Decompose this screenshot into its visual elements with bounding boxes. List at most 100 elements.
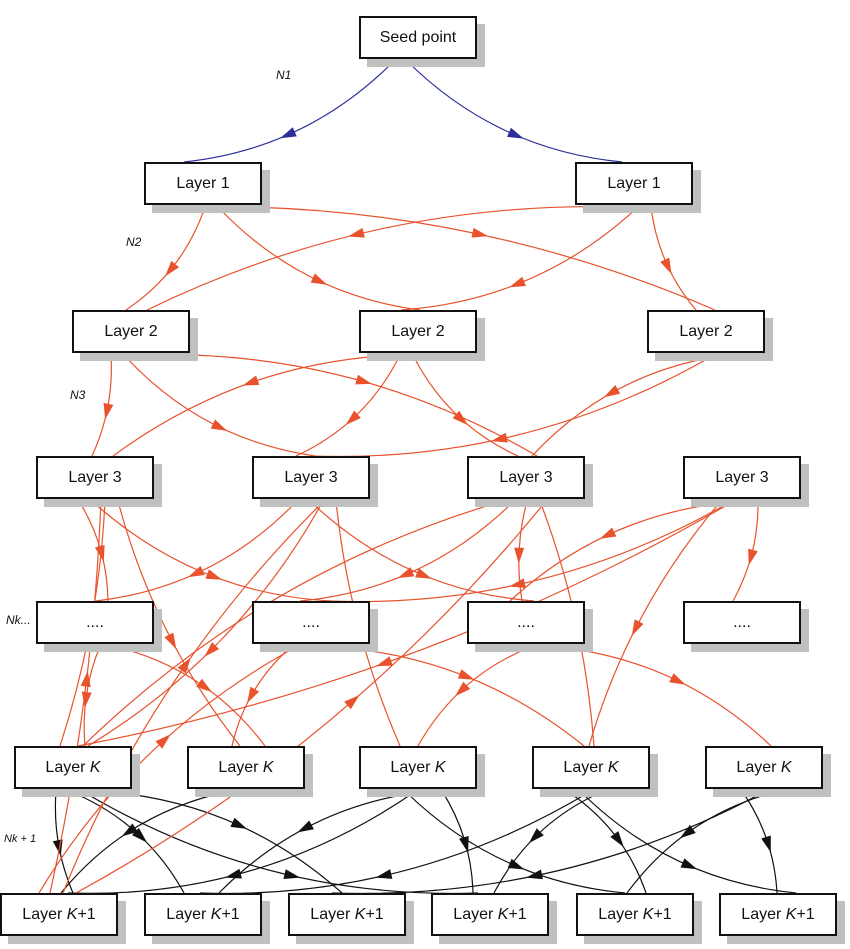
arrowhead-icon (397, 567, 415, 579)
edge-seed-l1a (183, 60, 395, 163)
edge-l3c-db (299, 500, 515, 602)
node-kd: Layer K (532, 746, 650, 789)
node-label: Layer (22, 905, 67, 923)
edge-l2c-l3c (531, 354, 728, 457)
node-kb: Layer K (187, 746, 305, 789)
arrowhead-icon (280, 127, 297, 139)
node-label: Layer 2 (104, 322, 158, 340)
arrowhead-icon (247, 686, 260, 704)
node-label: Layer (310, 905, 355, 923)
edge-l3d-ka (77, 500, 735, 747)
arrowhead-icon (599, 527, 617, 539)
edge-l3a-kb (117, 500, 241, 747)
edge-l1b-l2a (146, 205, 626, 311)
node-label-italic: K (66, 905, 78, 923)
arrowhead-icon (355, 374, 372, 385)
node-k1a: Layer K +1 (0, 893, 118, 936)
arrowhead-icon (310, 273, 328, 285)
node-label-italic: K (785, 905, 797, 923)
edge-l2a-l3b (123, 354, 316, 457)
node-l3a: Layer 3 (36, 456, 154, 499)
edge-l2c-l3b (309, 354, 715, 458)
edge-dc-ke (545, 645, 772, 747)
node-label: .... (733, 613, 751, 631)
edge-k1a-l3b (62, 500, 325, 894)
arrowhead-icon (471, 227, 489, 238)
edge-ka-k1b (68, 790, 185, 894)
node-label: Layer 1 (176, 174, 230, 192)
edge-k1a-db (38, 645, 299, 894)
node-label: Layer 1 (607, 174, 661, 192)
arrowhead-icon (297, 820, 314, 833)
arrowhead-icon (457, 669, 475, 680)
label-n3: N3 (70, 388, 86, 402)
arrowhead-icon (375, 869, 393, 879)
label-n1: N1 (276, 68, 292, 82)
node-label: .... (517, 613, 535, 631)
node-label-suffix: +1 (508, 905, 527, 923)
label-nk1: Nk + 1 (4, 833, 37, 845)
node-dc: .... (467, 601, 585, 644)
edge-l3c-ka (82, 500, 504, 747)
arrowhead-icon (348, 227, 365, 238)
arrowhead-icon (680, 858, 698, 870)
edge-ke-k1f (741, 790, 778, 894)
node-label: Layer (598, 905, 643, 923)
edge-l1a-l2c (180, 205, 716, 311)
node-label: Layer (741, 905, 786, 923)
arrowhead-icon (81, 691, 92, 709)
node-ka: Layer K (14, 746, 132, 789)
arrowhead-icon (94, 545, 105, 562)
edge-db-kd (304, 645, 585, 747)
arrowhead-icon (509, 578, 526, 589)
edge-kd-k1b (199, 790, 592, 895)
node-l1b: Layer 1 (575, 162, 693, 205)
node-k1d: Layer K +1 (431, 893, 549, 936)
edge-kc-k1e (404, 790, 626, 894)
edge-kc-k1a (67, 790, 417, 894)
arrowhead-icon (155, 734, 171, 749)
arrowhead-icon (660, 257, 672, 275)
edge-l1a-l2b (217, 206, 421, 311)
node-k1c: Layer K +1 (288, 893, 406, 936)
arrowhead-icon (669, 673, 686, 685)
arrowhead-icon (507, 858, 525, 870)
edge-l2a-l3c (136, 353, 538, 457)
arrowhead-icon (603, 385, 621, 398)
node-l3c: Layer 3 (467, 456, 585, 499)
node-ke: Layer K (705, 746, 823, 789)
edge-l3a-db (91, 500, 332, 602)
arrowhead-icon (210, 419, 228, 431)
arrowhead-icon (761, 835, 771, 853)
edge-l3d-kd (588, 500, 722, 747)
node-label: Layer 3 (715, 468, 769, 486)
arrowhead-icon (196, 678, 213, 693)
arrowhead-icon (491, 432, 508, 443)
edge-l1b-l2b (400, 206, 639, 311)
node-label: Layer (390, 758, 435, 776)
node-da: .... (36, 601, 154, 644)
node-label-italic: K (642, 905, 654, 923)
node-label: Layer (45, 758, 90, 776)
node-label-suffix: +1 (653, 905, 672, 923)
arrowhead-icon (103, 402, 114, 420)
edge-l2b-l3a (112, 354, 438, 457)
arrowhead-icon (344, 694, 360, 710)
node-l2c: Layer 2 (647, 310, 765, 353)
node-label: Layer (218, 758, 263, 776)
node-label: Layer 3 (284, 468, 338, 486)
edge-dc-kc (417, 645, 534, 747)
node-label-italic: K (497, 905, 509, 923)
arrowhead-icon (121, 823, 138, 837)
edge-l3b-dc (309, 500, 535, 602)
node-l1a: Layer 1 (144, 162, 262, 205)
arrowhead-icon (455, 681, 471, 697)
edge-l1a-l2a (125, 206, 206, 311)
node-label-italic: K (262, 758, 274, 776)
arrowhead-icon (345, 410, 361, 426)
arrowhead-icon (610, 831, 624, 847)
arrowhead-icon (204, 642, 220, 657)
arrowhead-icon (188, 565, 205, 578)
